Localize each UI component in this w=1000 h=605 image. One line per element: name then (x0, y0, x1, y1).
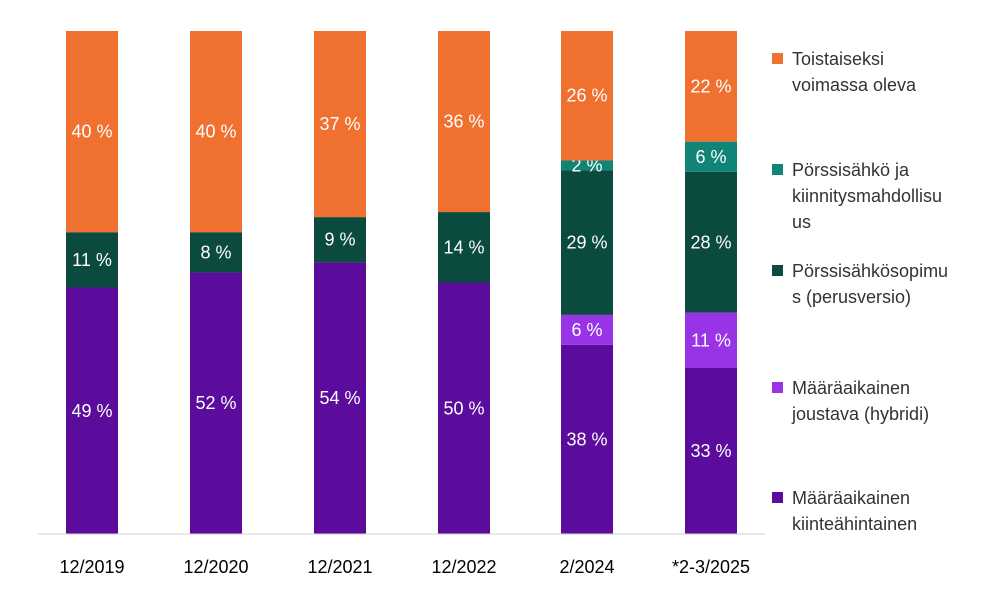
bar-segment (685, 31, 737, 142)
data-label: 33 % (690, 441, 731, 461)
bar-segment (685, 171, 737, 313)
data-label: 26 % (566, 86, 607, 106)
data-label: 14 % (443, 237, 484, 257)
bar-segment (438, 212, 490, 283)
x-axis-ticks: 12/2019 12/2020 12/2021 12/2022 2/2024 *2-3/2… (59, 557, 750, 577)
data-label: 49 % (71, 401, 112, 421)
legend-swatch (772, 492, 783, 503)
bar-segment (438, 31, 490, 213)
bar-segment (314, 31, 366, 218)
legend-label: Määräaikainen (792, 378, 910, 398)
legend-label: s (perusversio) (792, 287, 911, 307)
bar-segment (561, 160, 613, 171)
data-label: 28 % (690, 232, 731, 252)
bar-segment (438, 282, 490, 534)
data-label: 11 % (691, 330, 731, 350)
bar-segment (685, 312, 737, 369)
bar-segment (685, 141, 737, 172)
legend-label: kiinteähintainen (792, 514, 917, 534)
bar-segment (561, 314, 613, 345)
bar-segment (66, 31, 118, 233)
data-label: 11 % (72, 250, 112, 270)
legend-swatch (772, 382, 783, 393)
legend-label: us (792, 212, 811, 232)
legend-label: Pörssisähkö ja (792, 160, 910, 180)
data-label: 40 % (71, 122, 112, 142)
x-tick-label: 12/2022 (431, 557, 496, 577)
bar-segment (561, 31, 613, 161)
data-label: 50 % (443, 398, 484, 418)
legend-label: Toistaiseksi (792, 49, 884, 69)
legend-label: voimassa oleva (792, 75, 917, 95)
bar-segment (190, 272, 242, 534)
bar-segment (190, 232, 242, 273)
legend-label: joustava (hybridi) (791, 404, 929, 424)
data-label: 8 % (200, 242, 231, 262)
x-tick-label: 2/2024 (559, 557, 614, 577)
bar-segment (314, 217, 366, 263)
x-tick-label: 12/2021 (307, 557, 372, 577)
legend-swatch (772, 53, 783, 64)
x-tick-label: 12/2019 (59, 557, 124, 577)
data-label: 40 % (195, 122, 236, 142)
data-label: 9 % (324, 230, 355, 250)
data-label: 6 % (571, 320, 602, 340)
legend-swatch (772, 265, 783, 276)
legend-label: Määräaikainen (792, 488, 910, 508)
x-tick-label: *2-3/2025 (672, 557, 750, 577)
data-label: 54 % (319, 388, 360, 408)
data-label: 22 % (690, 76, 731, 96)
data-label: 36 % (443, 112, 484, 132)
data-label: 29 % (566, 233, 607, 253)
bar-segment (190, 31, 242, 233)
legend: Toistaiseksi voimassa oleva Pörssisähkö ja… (772, 49, 948, 534)
legend-swatch (772, 164, 783, 175)
bar-segment (561, 344, 613, 534)
x-tick-label: 12/2020 (183, 557, 248, 577)
bars-layer: 49 % 11 % 40 % 52 % 8 % 40 % 54 % 9 % 37 % 50 % 14… (66, 31, 737, 534)
bar-segment (561, 170, 613, 315)
bar-segment (685, 368, 737, 534)
bar-segment (314, 262, 366, 534)
data-label: 37 % (319, 114, 360, 134)
legend-label: kiinnitysmahdollisu (792, 186, 942, 206)
bar-segment (66, 287, 118, 534)
data-label: 52 % (195, 393, 236, 413)
bar-segment (66, 232, 118, 288)
data-label: 38 % (566, 429, 607, 449)
legend-label: Pörssisähkösopimu (792, 261, 948, 281)
data-label: 6 % (695, 147, 726, 167)
